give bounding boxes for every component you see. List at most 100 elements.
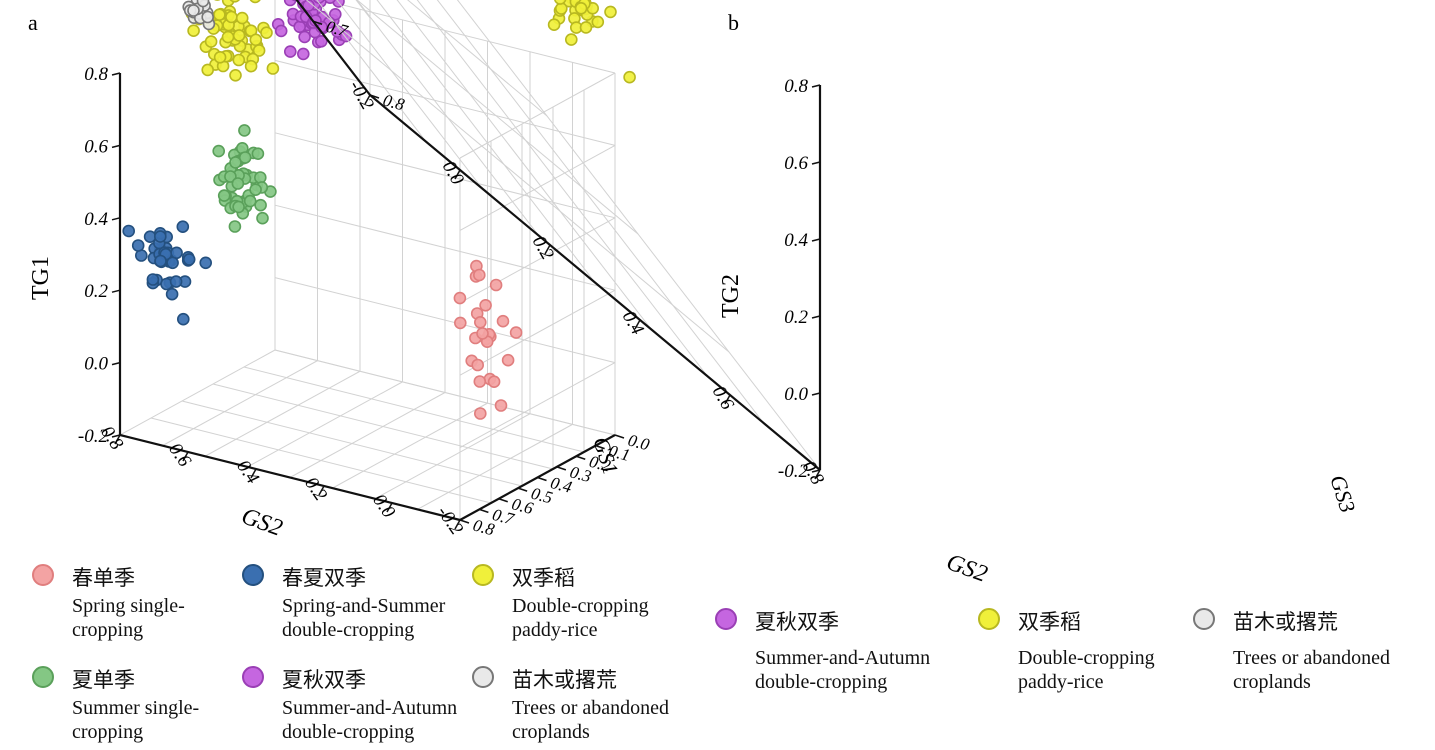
grid-line — [407, 0, 548, 117]
grid-line — [332, 402, 488, 489]
data-point — [283, 45, 297, 58]
grid-line — [274, 349, 616, 436]
data-point — [328, 8, 342, 21]
panel-a-y-axis-label: GS2 — [238, 503, 286, 542]
data-point — [146, 273, 160, 286]
series-1 — [547, 0, 636, 84]
x-tick-label: 0.8 — [381, 91, 407, 115]
panel-a-z-axis-label: TG1 — [28, 256, 54, 300]
data-point — [229, 0, 240, 3]
x-tick — [595, 444, 605, 450]
legend-marker — [472, 666, 494, 688]
data-point — [254, 198, 267, 212]
data-point — [591, 15, 605, 29]
grid-line — [150, 417, 492, 504]
data-point — [479, 298, 492, 312]
y-tick — [182, 451, 189, 462]
panel-a-ticks: -0.20.00.20.40.60.80.80.60.40.20.0 -0.20.… — [78, 64, 652, 539]
y-tick — [114, 434, 121, 445]
legend-cn-label: 苗木或撂荒 — [1233, 610, 1338, 634]
grid-line — [119, 349, 276, 436]
grid-line — [356, 0, 540, 236]
data-point — [251, 147, 265, 160]
data-point — [274, 24, 288, 38]
grid-line — [274, 204, 616, 291]
data-point — [224, 170, 237, 183]
x-tick — [614, 434, 625, 439]
data-point — [238, 151, 252, 164]
data-point — [225, 10, 238, 24]
x-tick — [537, 476, 547, 482]
legend-en-label: Spring-and-Summer double-cropping — [282, 595, 446, 641]
panel-a-points — [122, 0, 523, 420]
data-point — [473, 407, 487, 420]
data-point — [187, 24, 200, 38]
data-point — [201, 63, 214, 77]
y-tick-label: 0.4 — [618, 307, 648, 339]
legend-cn-label: 双季稻 — [1018, 610, 1081, 634]
grid-line — [204, 370, 361, 457]
data-point — [494, 399, 508, 412]
data-point — [296, 47, 310, 61]
data-point — [487, 375, 501, 389]
y-tick-label: 0.2 — [528, 232, 558, 264]
panel-b-axes — [295, 0, 822, 471]
grid-line — [459, 144, 616, 231]
legend-cn-label: 春单季 — [72, 566, 135, 590]
series-3 — [212, 124, 277, 233]
panel-b-legend: 夏秋双季 Summer-and-Autumn double-cropping 双季… — [715, 606, 1430, 706]
data-point — [213, 8, 226, 21]
grid-line — [212, 383, 554, 470]
panel-a-grid — [119, 0, 616, 521]
panel-b-x-axis-label: GS3 — [1325, 472, 1360, 516]
panel-b-grid — [296, 0, 821, 471]
y-tick — [454, 169, 461, 180]
z-tick — [111, 434, 121, 438]
data-point — [187, 4, 200, 17]
grid-line — [181, 400, 523, 487]
grid-line — [459, 289, 616, 376]
panel-b-points — [547, 0, 636, 84]
x-tick-label: 0.1 — [607, 441, 632, 465]
z-tick — [811, 469, 821, 473]
legend-cn-label: 夏秋双季 — [755, 610, 839, 634]
x-tick — [479, 508, 489, 514]
data-point — [169, 275, 183, 288]
z-tick-label: 0.0 — [784, 384, 808, 405]
grid-line — [247, 381, 403, 468]
data-point — [154, 254, 167, 268]
y-tick — [724, 394, 731, 405]
legend-cn-label: 春夏双季 — [282, 566, 366, 590]
legend-en-label: Double-cropping paddy-rice — [1018, 647, 1155, 693]
y-tick — [454, 519, 461, 530]
z-tick — [111, 289, 121, 293]
z-tick-label: 0.8 — [784, 76, 808, 97]
panel-b-ticks: -0.20.00.20.40.60.80.80.60.40.20.0-0.20.… — [312, 17, 828, 489]
z-tick — [811, 315, 821, 319]
data-point — [176, 220, 190, 233]
data-point — [228, 220, 242, 233]
grid-line — [459, 362, 616, 449]
y-tick-label: 0.6 — [164, 439, 195, 471]
data-point — [232, 29, 246, 42]
z-tick — [811, 161, 821, 165]
legend-marker — [32, 564, 54, 586]
legend-en-label: Summer-and-Autumn double-cropping — [282, 697, 458, 743]
legend-en-label: Trees or abandoned croplands — [512, 697, 670, 743]
z-tick-label: 0.4 — [84, 209, 108, 230]
data-point — [501, 353, 515, 367]
data-point — [249, 183, 262, 196]
x-tick-label: 0.4 — [548, 473, 574, 497]
series-5 — [182, 0, 216, 31]
y-axis-line — [369, 94, 821, 471]
data-point — [509, 326, 523, 339]
data-point — [623, 70, 636, 84]
data-point — [166, 256, 179, 270]
legend-en-label: Summer-and-Autumn double-cropping — [755, 647, 931, 693]
data-point — [182, 253, 196, 266]
data-point — [229, 156, 242, 169]
data-point — [473, 315, 487, 329]
z-tick — [111, 217, 121, 221]
data-point — [453, 291, 467, 305]
data-point — [165, 287, 179, 301]
